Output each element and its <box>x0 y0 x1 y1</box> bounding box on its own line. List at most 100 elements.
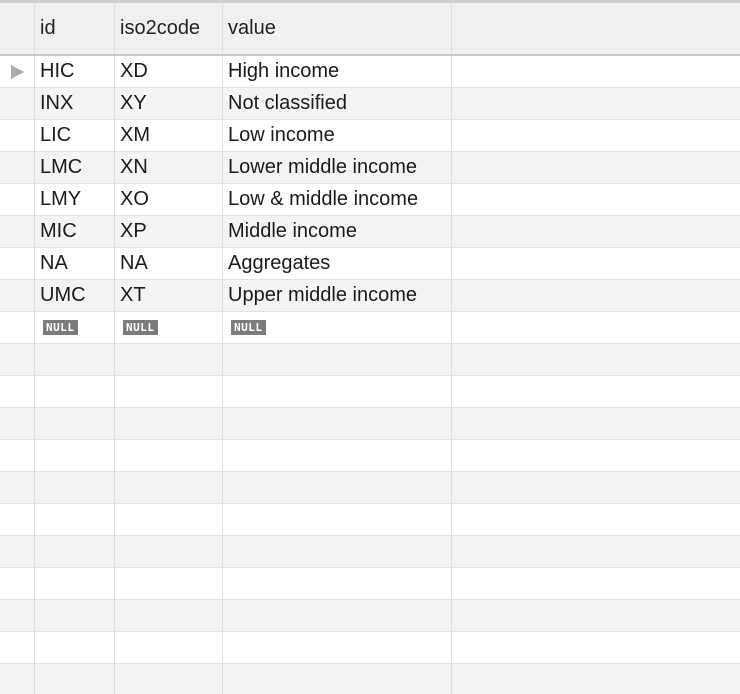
cell-value[interactable]: Upper middle income <box>223 280 452 311</box>
table-row[interactable]: INX XY Not classified <box>0 88 740 120</box>
cell-value[interactable]: Aggregates <box>223 248 452 279</box>
header-gutter <box>0 3 35 54</box>
row-gutter <box>0 664 35 694</box>
cell-value[interactable]: Low income <box>223 120 452 151</box>
cell-id[interactable]: UMC <box>35 280 115 311</box>
row-filler <box>452 568 740 599</box>
empty-row <box>0 440 740 472</box>
table-row[interactable]: LMY XO Low & middle income <box>0 184 740 216</box>
table-row[interactable]: NA NA Aggregates <box>0 248 740 280</box>
empty-cell <box>223 408 452 439</box>
cell-id[interactable]: LMC <box>35 152 115 183</box>
empty-cell <box>35 600 115 631</box>
empty-cell <box>115 472 223 503</box>
empty-cell <box>115 408 223 439</box>
cell-iso2code[interactable]: XD <box>115 56 223 87</box>
empty-row <box>0 376 740 408</box>
row-filler <box>452 408 740 439</box>
row-gutter <box>0 408 35 439</box>
row-gutter[interactable] <box>0 216 35 247</box>
cell-iso2code[interactable]: NULL <box>115 312 223 343</box>
row-filler <box>452 280 740 311</box>
empty-row <box>0 600 740 632</box>
empty-cell <box>35 440 115 471</box>
cell-value[interactable]: High income <box>223 56 452 87</box>
empty-cell <box>223 376 452 407</box>
table-row[interactable]: LMC XN Lower middle income <box>0 152 740 184</box>
row-gutter[interactable] <box>0 120 35 151</box>
empty-cell <box>35 664 115 694</box>
row-gutter <box>0 632 35 663</box>
empty-cell <box>35 504 115 535</box>
row-filler <box>452 56 740 87</box>
empty-cell <box>35 632 115 663</box>
row-gutter[interactable] <box>0 88 35 119</box>
column-header-iso2code[interactable]: iso2code <box>115 3 223 54</box>
empty-cell <box>223 664 452 694</box>
row-gutter[interactable] <box>0 280 35 311</box>
empty-cell <box>115 376 223 407</box>
row-gutter <box>0 344 35 375</box>
row-filler <box>452 152 740 183</box>
column-header-value[interactable]: value <box>223 3 452 54</box>
empty-row <box>0 504 740 536</box>
row-filler <box>452 184 740 215</box>
row-gutter[interactable] <box>0 312 35 343</box>
cell-iso2code[interactable]: NA <box>115 248 223 279</box>
row-filler <box>452 312 740 343</box>
row-gutter[interactable] <box>0 152 35 183</box>
empty-cell <box>223 632 452 663</box>
cell-iso2code[interactable]: XO <box>115 184 223 215</box>
row-gutter[interactable] <box>0 248 35 279</box>
cell-iso2code[interactable]: XN <box>115 152 223 183</box>
row-gutter <box>0 568 35 599</box>
table-row[interactable]: HIC XD High income <box>0 56 740 88</box>
cell-id[interactable]: LIC <box>35 120 115 151</box>
row-gutter <box>0 376 35 407</box>
new-row[interactable]: NULL NULL NULL <box>0 312 740 344</box>
empty-cell <box>35 376 115 407</box>
cell-id[interactable]: NULL <box>35 312 115 343</box>
row-filler <box>452 600 740 631</box>
cell-id[interactable]: INX <box>35 88 115 119</box>
row-gutter <box>0 440 35 471</box>
empty-row <box>0 664 740 694</box>
empty-cell <box>115 536 223 567</box>
cell-id[interactable]: LMY <box>35 184 115 215</box>
row-gutter[interactable] <box>0 184 35 215</box>
cell-value[interactable]: Lower middle income <box>223 152 452 183</box>
cell-value[interactable]: Middle income <box>223 216 452 247</box>
cell-id[interactable]: NA <box>35 248 115 279</box>
cell-value[interactable]: Not classified <box>223 88 452 119</box>
grid-body: HIC XD High income INX XY Not classified… <box>0 56 740 694</box>
table-row[interactable]: LIC XM Low income <box>0 120 740 152</box>
cell-id[interactable]: HIC <box>35 56 115 87</box>
cell-value[interactable]: Low & middle income <box>223 184 452 215</box>
table-row[interactable]: UMC XT Upper middle income <box>0 280 740 312</box>
header-filler <box>452 3 740 54</box>
cell-iso2code[interactable]: XY <box>115 88 223 119</box>
row-filler <box>452 344 740 375</box>
cell-iso2code[interactable]: XT <box>115 280 223 311</box>
cell-iso2code[interactable]: XM <box>115 120 223 151</box>
cell-iso2code[interactable]: XP <box>115 216 223 247</box>
row-filler <box>452 536 740 567</box>
row-filler <box>452 376 740 407</box>
column-header-id[interactable]: id <box>35 3 115 54</box>
empty-cell <box>115 568 223 599</box>
grid-header: id iso2code value <box>0 3 740 56</box>
cell-value[interactable]: NULL <box>223 312 452 343</box>
cell-id[interactable]: MIC <box>35 216 115 247</box>
empty-cell <box>115 344 223 375</box>
empty-cell <box>115 600 223 631</box>
table-row[interactable]: MIC XP Middle income <box>0 216 740 248</box>
row-filler <box>452 664 740 694</box>
empty-cell <box>223 600 452 631</box>
empty-row <box>0 344 740 376</box>
row-gutter[interactable] <box>0 56 35 87</box>
row-filler <box>452 248 740 279</box>
empty-cell <box>223 504 452 535</box>
row-filler <box>452 216 740 247</box>
empty-row <box>0 408 740 440</box>
